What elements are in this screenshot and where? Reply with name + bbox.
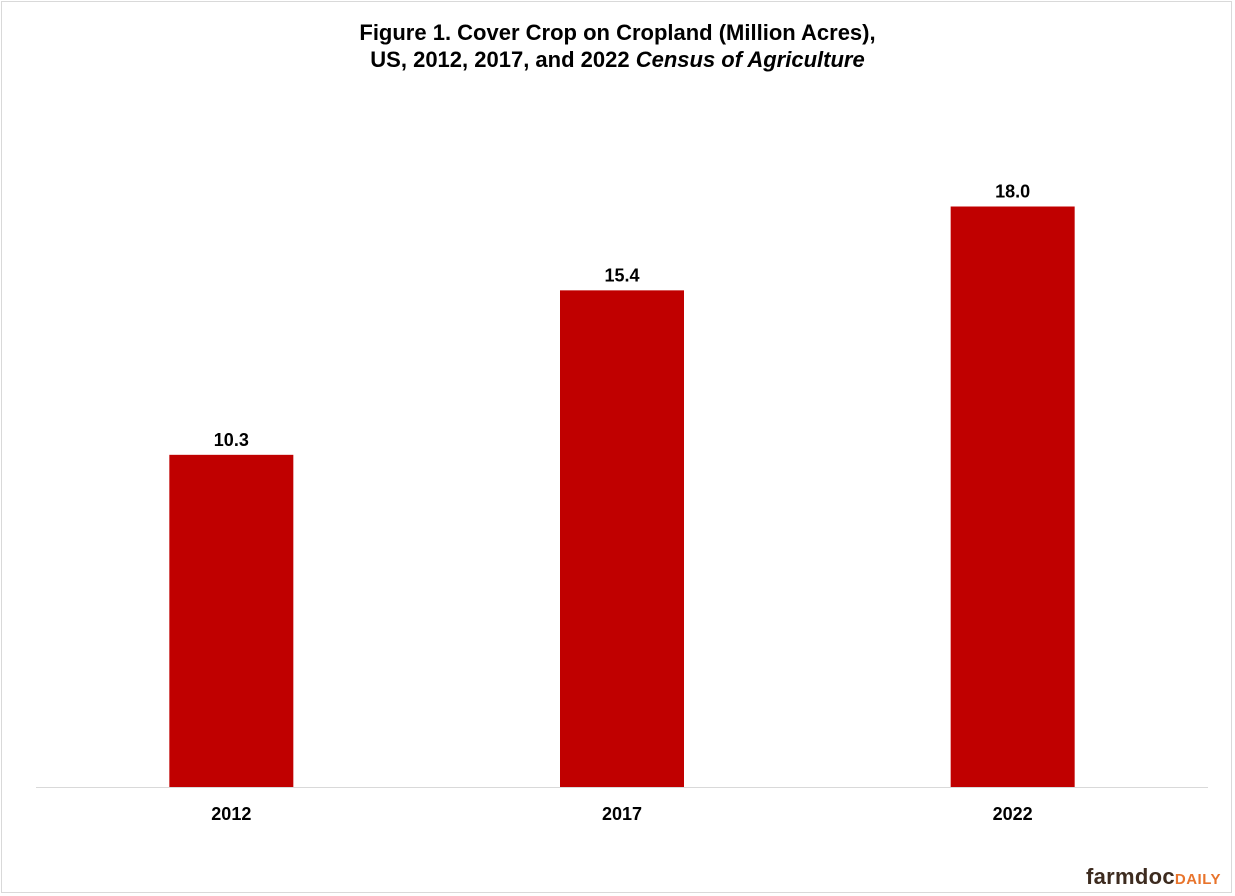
farmdoc-daily-logo: farmdocDAILY — [1086, 864, 1221, 890]
chart-title-line2-text: US, 2012, 2017, and 2022 — [370, 47, 636, 72]
chart-title-line1: Figure 1. Cover Crop on Cropland (Millio… — [359, 20, 876, 45]
data-label-2022: 18.0 — [995, 182, 1030, 202]
x-tick-label-2017: 2017 — [602, 804, 642, 824]
x-tick-label-2022: 2022 — [993, 804, 1033, 824]
chart-title-line2: US, 2012, 2017, and 2022 Census of Agric… — [0, 47, 1235, 73]
data-label-2012: 10.3 — [214, 430, 249, 450]
bar-2017 — [560, 290, 684, 787]
data-label-2017: 15.4 — [604, 265, 639, 285]
x-tick-label-2012: 2012 — [211, 804, 251, 824]
chart-title-italic: Census of Agriculture — [635, 47, 865, 72]
logo-main-text: farmdoc — [1085, 864, 1175, 889]
logo-accent-text: DAILY — [1174, 871, 1221, 888]
bar-2012 — [169, 454, 294, 787]
bar-2022 — [950, 206, 1075, 787]
